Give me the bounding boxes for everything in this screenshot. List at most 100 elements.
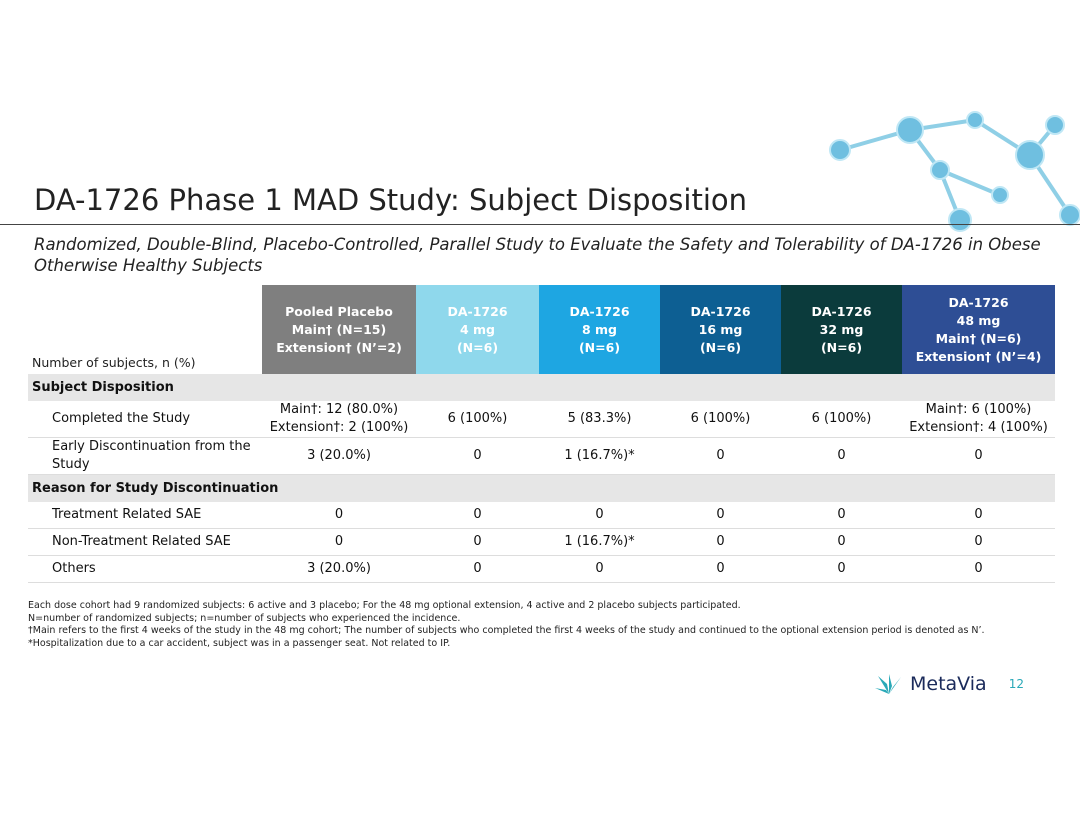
cell-line: 0 [334, 507, 344, 522]
cell-line: 6 (100%) [690, 411, 751, 426]
footnotes: Each dose cohort had 9 randomized subjec… [28, 600, 985, 650]
section-title: Reason for Study Discontinuation [28, 474, 1055, 502]
header-line: DA-1726 [690, 303, 751, 319]
cell-line: 0 [837, 534, 846, 549]
header-line: (N=6) [820, 339, 863, 355]
cell: Main†: 6 (100%) Extension†: 4 (100%) [902, 401, 1055, 438]
header-line: 16 mg [698, 321, 743, 337]
column-header: DA-1726 16 mg (N=6) [660, 285, 781, 374]
cell: 0 [416, 437, 539, 475]
cell-line: Extension†: 2 (100%) [269, 420, 409, 435]
cell: 0 [262, 502, 416, 529]
cell-line: 0 [837, 561, 846, 576]
column-header: DA-1726 48 mg Main† (N=6) Extension† (N’=4) [902, 285, 1055, 374]
data-row: Treatment Related SAE 0 0 0 0 0 0 [28, 502, 1055, 529]
cell-line: 0 [716, 448, 725, 463]
column-header: Pooled Placebo Main† (N=15) Extension† (N’… [262, 285, 416, 374]
cell-line: 0 [974, 448, 983, 463]
cell-line: 0 [974, 507, 983, 522]
cell: 0 [539, 502, 660, 529]
cell: 0 [902, 437, 1055, 475]
cell-line: Main†: 6 (100%) [925, 402, 1032, 417]
cell: 1 (16.7%)* [539, 528, 660, 556]
cell-line: 0 [334, 534, 344, 549]
footnote: *Hospitalization due to a car accident, … [28, 637, 451, 649]
cell: 1 (16.7%)* [539, 437, 660, 475]
row-label: Completed the Study [28, 401, 262, 438]
header-line: Extension† (N’=2) [276, 339, 402, 355]
footnote: Each dose cohort had 9 randomized subjec… [28, 600, 741, 611]
data-row: Completed the Study Main†: 12 (80.0%) Exte… [28, 401, 1055, 438]
cell: 0 [660, 502, 781, 529]
cell-line: 5 (83.3%) [567, 411, 632, 426]
cell: 0 [781, 555, 902, 583]
header-line: Extension† (N’=4) [915, 348, 1042, 364]
cell-line: 0 [473, 561, 482, 576]
cell: 0 [781, 502, 902, 529]
header-line: Main† (N=15) [291, 321, 387, 337]
column-header: DA-1726 8 mg (N=6) [539, 285, 660, 374]
section-title: Subject Disposition [28, 374, 1055, 401]
header-line: DA-1726 [569, 303, 630, 319]
header-line: Pooled Placebo [285, 303, 393, 319]
cell-line: 0 [716, 534, 725, 549]
logo-icon [875, 674, 901, 694]
cell: 0 [660, 437, 781, 475]
cell: 0 [416, 555, 539, 583]
cell: 0 [539, 555, 660, 583]
cell-line: 0 [595, 561, 604, 576]
header-line: 4 mg [459, 321, 496, 337]
header-line: 48 mg [956, 312, 1001, 328]
header-line: (N=6) [456, 339, 499, 355]
data-row: Non-Treatment Related SAE 0 0 1 (16.7%)* 0 0 0 [28, 528, 1055, 556]
cell: 6 (100%) [781, 401, 902, 438]
cell: 0 [781, 437, 902, 475]
cell: 0 [902, 555, 1055, 583]
cell: 3 (20.0%) [262, 555, 416, 583]
section-row: Reason for Study Discontinuation [28, 474, 1055, 502]
cell: 6 (100%) [660, 401, 781, 438]
page-number: 12 [1008, 677, 1024, 691]
cell-line: 6 (100%) [447, 411, 508, 426]
cell: 0 [262, 528, 416, 556]
cell: 0 [781, 528, 902, 556]
cell-line: 0 [473, 448, 482, 463]
cell-line: Extension†: 4 (100%) [909, 420, 1048, 435]
corner-label: Number of subjects, n (%) [32, 355, 196, 370]
footnote: †Main refers to the first 4 weeks of the… [28, 625, 985, 636]
column-header: DA-1726 4 mg (N=6) [416, 285, 539, 374]
cell: 0 [660, 528, 781, 556]
cell: 0 [902, 528, 1055, 556]
cell-line: 0 [595, 507, 604, 522]
row-label: Others [28, 555, 262, 583]
header-line: (N=6) [699, 339, 742, 355]
cell: 0 [660, 555, 781, 583]
cell-line: 0 [716, 507, 725, 522]
cell-line: 3 (20.0%) [307, 448, 371, 463]
slide-title: DA-1726 Phase 1 MAD Study: Subject Dispo… [34, 183, 747, 217]
cell: 0 [416, 528, 539, 556]
cell-line: 0 [473, 507, 482, 522]
cell: 3 (20.0%) [262, 437, 416, 475]
title-rule [0, 224, 1080, 225]
row-label: Treatment Related SAE [28, 502, 262, 529]
cell-line: 0 [974, 534, 983, 549]
cell-line: 0 [837, 507, 846, 522]
data-row: Others 3 (20.0%) 0 0 0 0 0 [28, 555, 1055, 583]
cell-line: 0 [716, 561, 725, 576]
column-header: DA-1726 32 mg (N=6) [781, 285, 902, 374]
cell: 0 [902, 502, 1055, 529]
header-line: (N=6) [578, 339, 621, 355]
footnote: N=number of randomized subjects; n=numbe… [28, 612, 461, 624]
header-line: Main† (N=6) [935, 330, 1022, 346]
header-line: DA-1726 [811, 303, 872, 319]
row-label: Early Discontinuation from the Study [28, 437, 262, 475]
cell-line: 0 [473, 534, 482, 549]
header-line: 8 mg [581, 321, 618, 337]
header-line: 32 mg [819, 321, 864, 337]
cell-line: 6 (100%) [811, 411, 872, 426]
cell-line: 0 [837, 448, 846, 463]
cell-line: 1 (16.7%)* [564, 534, 635, 549]
cell: Main†: 12 (80.0%) Extension†: 2 (100%) [262, 401, 416, 438]
